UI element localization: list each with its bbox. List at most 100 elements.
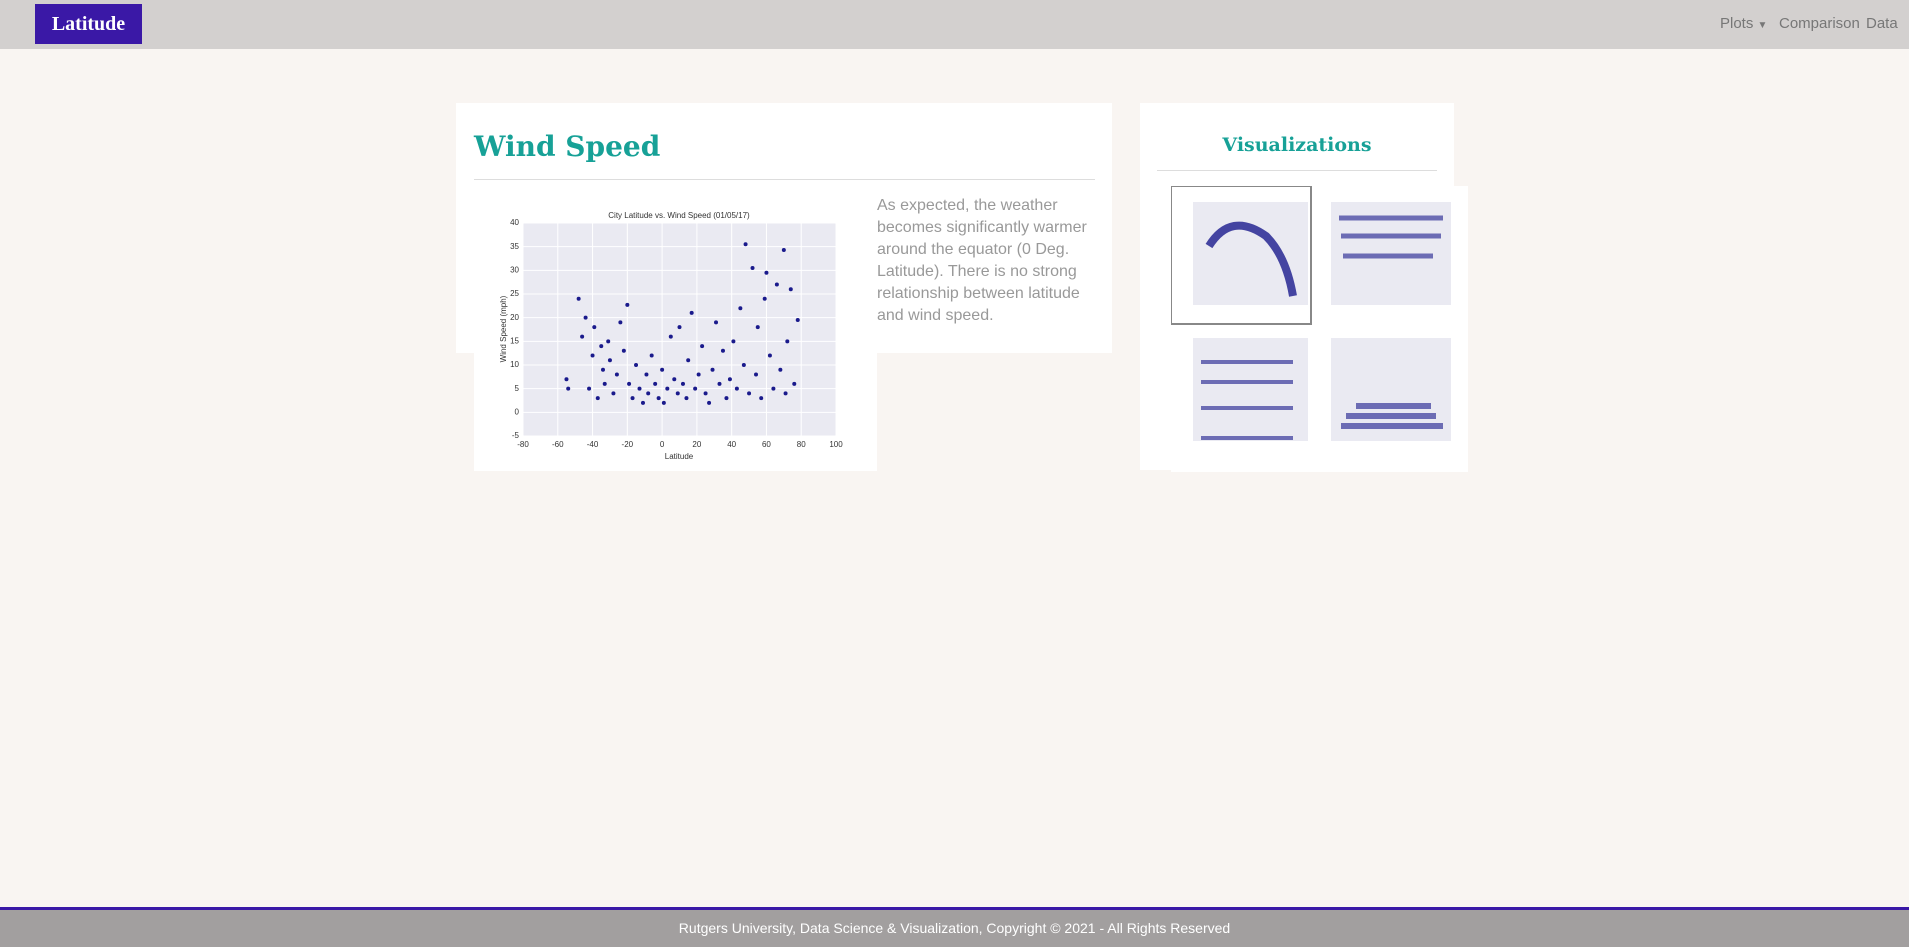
footer: Rutgers University, Data Science & Visua… xyxy=(0,907,1909,947)
point xyxy=(566,386,571,391)
point xyxy=(764,270,769,275)
point xyxy=(724,396,729,401)
navbar: Latitude Plots ▼ Comparison Data xyxy=(0,0,1909,49)
point xyxy=(755,325,760,330)
point xyxy=(759,396,764,401)
thumbnail[interactable] xyxy=(1193,338,1308,441)
x-tick-label: -40 xyxy=(587,440,599,449)
point xyxy=(611,391,616,396)
point xyxy=(634,363,639,367)
point xyxy=(627,381,632,386)
point xyxy=(778,367,783,372)
nav-link[interactable]: Comparison xyxy=(1779,15,1860,32)
point xyxy=(710,367,715,372)
point xyxy=(607,358,612,363)
sidebar-title: Visualizations xyxy=(1222,134,1372,156)
point xyxy=(564,377,569,382)
point xyxy=(580,334,585,339)
point xyxy=(714,320,719,325)
point xyxy=(590,353,595,358)
y-tick-label: 5 xyxy=(515,384,520,393)
point xyxy=(717,381,722,386)
point xyxy=(785,339,790,344)
point xyxy=(696,372,701,377)
point xyxy=(738,306,743,311)
point xyxy=(707,400,712,405)
point xyxy=(606,339,611,344)
thumb-scatter xyxy=(1341,403,1443,429)
nav-link[interactable]: Data xyxy=(1866,15,1898,32)
point xyxy=(686,358,691,363)
main-title: Wind Speed xyxy=(474,130,661,163)
description: As expected, the weather becomes signifi… xyxy=(877,197,1087,324)
point xyxy=(781,247,786,252)
point xyxy=(675,391,680,396)
point xyxy=(660,367,665,372)
nav-link[interactable]: Plots xyxy=(1720,15,1754,32)
thumb-scatter xyxy=(1201,360,1293,440)
x-tick-label: -60 xyxy=(552,440,564,449)
x-tick-label: 0 xyxy=(660,440,665,449)
y-tick-label: 25 xyxy=(510,289,519,298)
y-tick-label: -5 xyxy=(512,431,520,440)
point xyxy=(656,396,661,401)
point xyxy=(727,377,732,382)
point xyxy=(700,344,705,349)
point xyxy=(618,320,623,325)
point xyxy=(646,391,651,396)
x-tick-label: 80 xyxy=(797,440,806,449)
point xyxy=(668,334,673,339)
point xyxy=(672,377,677,382)
y-tick-label: 15 xyxy=(510,336,519,345)
nav-plots[interactable]: Plots ▼ xyxy=(1720,15,1767,32)
point xyxy=(649,353,654,358)
x-axis-label: Latitude xyxy=(665,452,694,461)
x-tick-label: 100 xyxy=(829,440,843,449)
point xyxy=(771,386,776,391)
point xyxy=(795,318,800,323)
x-tick-label: -20 xyxy=(622,440,634,449)
x-tick-label: -80 xyxy=(517,440,529,449)
point xyxy=(614,372,619,377)
point xyxy=(693,386,698,391)
point xyxy=(741,363,746,367)
y-tick-label: 10 xyxy=(510,360,519,369)
point xyxy=(587,386,592,391)
x-tick-label: 20 xyxy=(692,440,701,449)
y-tick-label: 20 xyxy=(510,313,519,322)
point xyxy=(599,344,604,349)
divider xyxy=(474,179,1095,180)
thumbnails xyxy=(1171,186,1468,472)
thumb-border[interactable] xyxy=(1171,186,1312,325)
point xyxy=(783,391,788,396)
plot-area xyxy=(523,223,836,436)
point xyxy=(602,381,607,386)
point xyxy=(734,386,739,391)
point xyxy=(677,325,682,330)
point xyxy=(788,287,793,292)
thumb-scatter xyxy=(1205,221,1297,297)
point xyxy=(576,296,581,301)
point xyxy=(743,242,748,247)
point xyxy=(595,396,600,401)
y-tick-label: 0 xyxy=(515,407,520,416)
thumb-scatter xyxy=(1339,215,1443,259)
chart: City Latitude vs. Wind Speed (01/05/17) … xyxy=(474,195,877,471)
point xyxy=(583,315,588,320)
point xyxy=(720,348,725,353)
brand[interactable]: Latitude xyxy=(35,4,142,44)
point xyxy=(774,282,779,287)
point xyxy=(750,265,755,270)
caret[interactable]: ▼ xyxy=(1757,20,1768,31)
point xyxy=(644,372,649,377)
point xyxy=(665,386,670,391)
point xyxy=(747,391,752,396)
point xyxy=(661,400,666,405)
point xyxy=(653,381,658,386)
point xyxy=(680,381,685,386)
y-axis-label: Wind Speed (mph) xyxy=(499,295,508,362)
point xyxy=(689,310,694,315)
point xyxy=(630,396,635,401)
point xyxy=(684,396,689,401)
